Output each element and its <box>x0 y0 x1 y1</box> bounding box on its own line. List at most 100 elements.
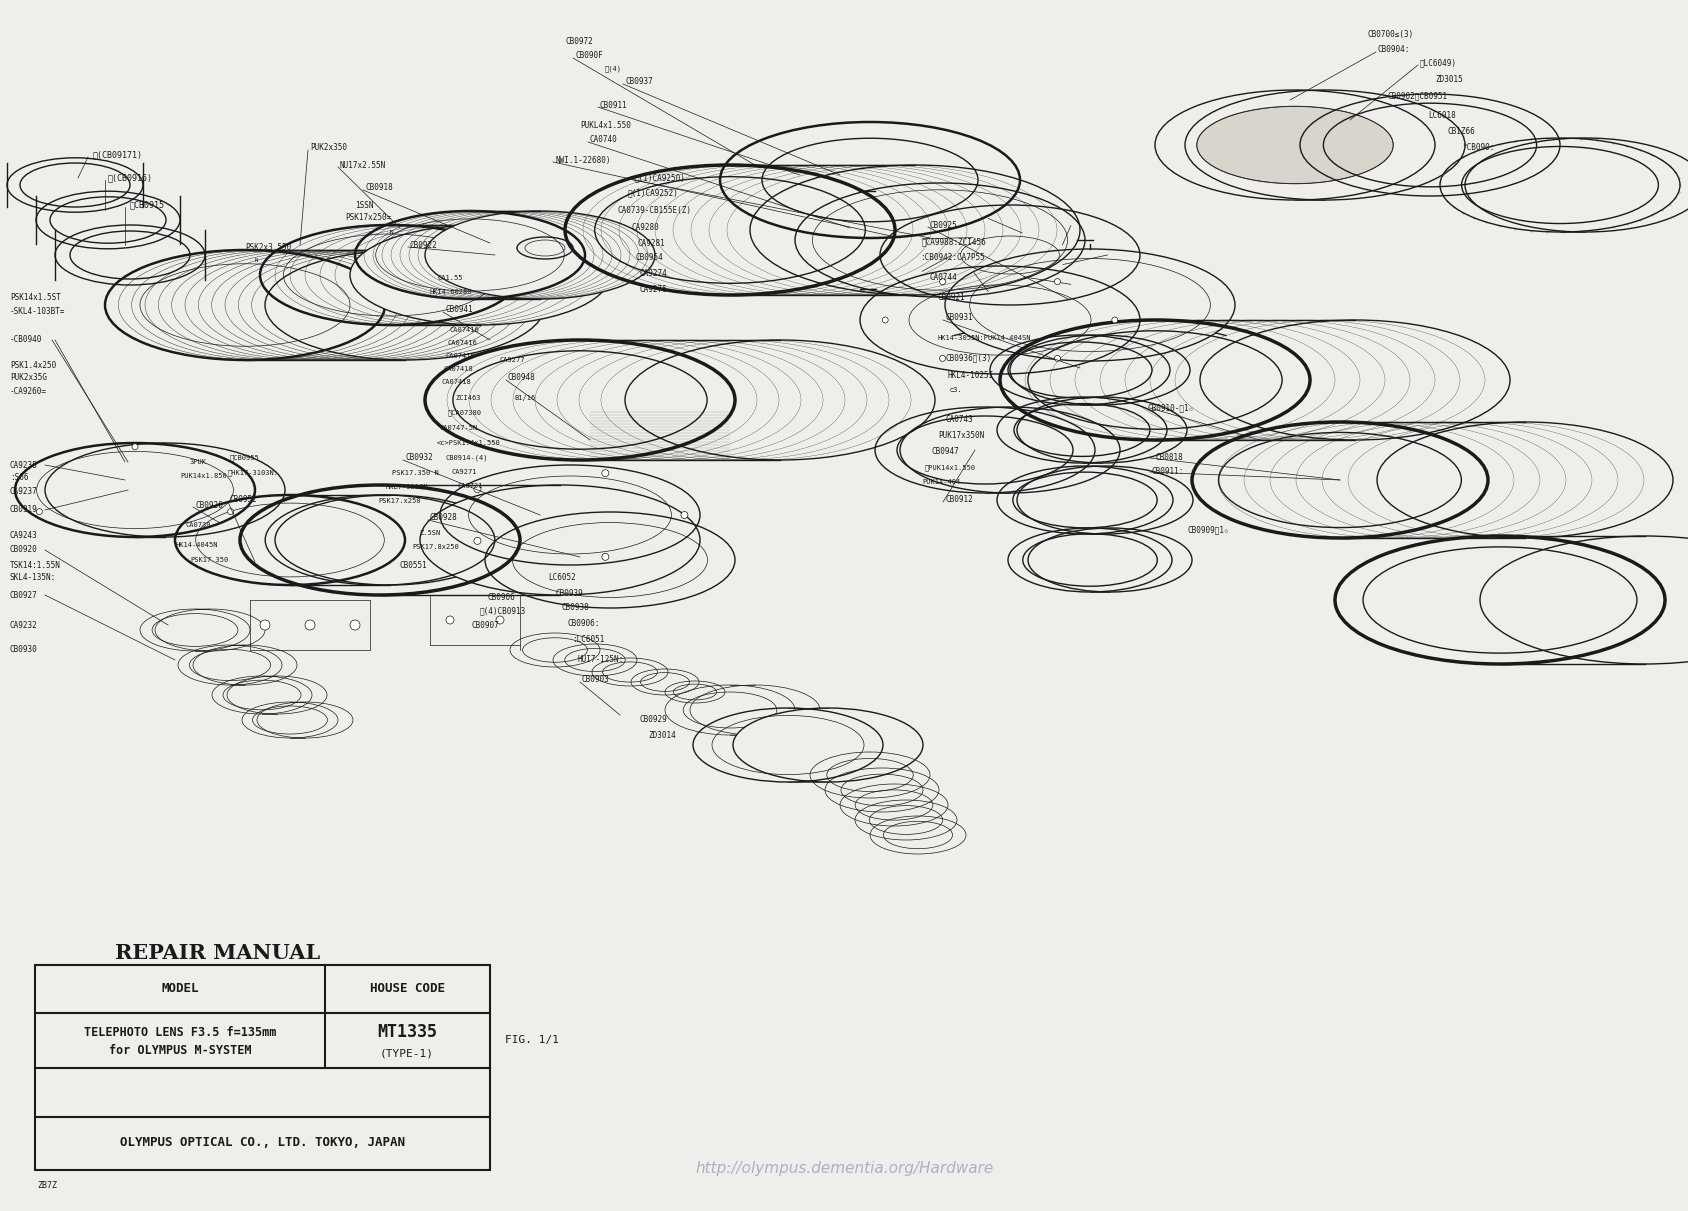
Text: HK14-3055N:PUK14-404SN: HK14-3055N:PUK14-404SN <box>939 335 1031 342</box>
Text: CA9276: CA9276 <box>640 286 668 294</box>
Text: ⊂3.: ⊂3. <box>950 388 962 394</box>
Text: ③CB0915: ③CB0915 <box>130 201 165 210</box>
Text: NWI.1-22680): NWI.1-22680) <box>555 155 611 165</box>
Text: ③(CB0916): ③(CB0916) <box>108 173 154 183</box>
Circle shape <box>496 616 505 624</box>
Text: ①CA07380: ①CA07380 <box>447 409 483 417</box>
Text: CB0948: CB0948 <box>508 373 535 383</box>
Text: -SKL4-103BT=: -SKL4-103BT= <box>10 308 66 316</box>
Text: LC6052: LC6052 <box>549 574 576 582</box>
Ellipse shape <box>425 211 655 299</box>
Text: 3PUK: 3PUK <box>191 459 208 465</box>
Text: PSK2x3.550: PSK2x3.550 <box>245 243 292 253</box>
Text: CB0938: CB0938 <box>562 603 589 613</box>
Text: CA9232: CA9232 <box>10 620 37 630</box>
Text: CB0907: CB0907 <box>473 620 500 630</box>
Text: PUK17x350N: PUK17x350N <box>939 431 984 441</box>
Text: HOUSE CODE: HOUSE CODE <box>370 982 444 995</box>
Text: CA9274: CA9274 <box>640 269 668 277</box>
Text: CA07416: CA07416 <box>451 327 479 333</box>
Circle shape <box>349 620 360 630</box>
Circle shape <box>940 355 945 361</box>
Text: for OLYMPUS M-SYSTEM: for OLYMPUS M-SYSTEM <box>108 1045 252 1057</box>
Text: CB0700≤(3): CB0700≤(3) <box>1367 30 1415 40</box>
Ellipse shape <box>1377 421 1673 538</box>
Text: -CA9260=: -CA9260= <box>10 386 47 396</box>
Text: SKL4-135N:: SKL4-135N: <box>10 574 56 582</box>
Text: *CB090:: *CB090: <box>1462 143 1494 153</box>
Text: TELEPHOTO LENS F3.5 f=135mm: TELEPHOTO LENS F3.5 f=135mm <box>84 1026 277 1039</box>
Text: ZD3014: ZD3014 <box>648 730 675 740</box>
Text: CA0730: CA0730 <box>186 522 211 528</box>
Text: MT1335: MT1335 <box>376 1023 437 1041</box>
Text: PSK17.x250: PSK17.x250 <box>378 498 420 504</box>
Text: PSK17.350: PSK17.350 <box>191 557 228 563</box>
Circle shape <box>306 620 316 630</box>
Text: (TYPE-1): (TYPE-1) <box>380 1048 434 1058</box>
Text: :LC6051: :LC6051 <box>572 636 604 644</box>
Text: CB0902⑤CB0951: CB0902⑤CB0951 <box>1388 92 1448 101</box>
Text: :S66: :S66 <box>10 474 29 482</box>
Text: CB0911: CB0911 <box>599 101 628 109</box>
Text: CA07416: CA07416 <box>447 340 478 346</box>
Circle shape <box>940 279 945 285</box>
Ellipse shape <box>349 225 609 325</box>
Text: PUKL4x1.550: PUKL4x1.550 <box>581 121 631 130</box>
Text: CB0925: CB0925 <box>930 220 957 230</box>
Text: CB0954: CB0954 <box>635 253 663 263</box>
Text: CA0744: CA0744 <box>930 274 957 282</box>
Ellipse shape <box>1200 320 1511 440</box>
Text: CA9281: CA9281 <box>636 239 665 247</box>
Ellipse shape <box>1197 107 1393 184</box>
Ellipse shape <box>1480 536 1688 664</box>
Text: ZB7Z: ZB7Z <box>37 1181 57 1190</box>
Text: CB0903: CB0903 <box>582 676 609 684</box>
Text: CA9243: CA9243 <box>10 530 37 539</box>
Text: ⑤(4): ⑤(4) <box>604 65 621 73</box>
Text: CA0740: CA0740 <box>591 136 618 144</box>
Text: PUK2x350: PUK2x350 <box>311 143 348 153</box>
Text: CB0931: CB0931 <box>945 314 972 322</box>
Circle shape <box>603 553 609 561</box>
Text: ZCI463: ZCI463 <box>456 395 481 401</box>
Text: CA07418: CA07418 <box>442 379 471 385</box>
Ellipse shape <box>265 249 545 360</box>
Text: CB0909✨1✩: CB0909✨1✩ <box>1188 526 1229 534</box>
Text: CB0920: CB0920 <box>10 545 37 555</box>
Circle shape <box>474 486 481 493</box>
Text: CA07416: CA07416 <box>446 352 476 358</box>
Text: CB0952: CB0952 <box>230 495 258 505</box>
Text: HKL7-335SN:: HKL7-335SN: <box>385 484 432 490</box>
Text: -CB0940: -CB0940 <box>10 335 42 344</box>
Text: CB0922: CB0922 <box>410 241 437 249</box>
Text: CB0906:: CB0906: <box>567 619 599 627</box>
Text: ④(CB09171): ④(CB09171) <box>93 150 143 160</box>
Text: PSK17x250=: PSK17x250= <box>344 213 392 223</box>
Text: NU17x2.55N: NU17x2.55N <box>339 161 387 170</box>
Text: PSK14x1.5ST: PSK14x1.5ST <box>10 293 61 303</box>
Text: ⑤(4)CB0913: ⑤(4)CB0913 <box>479 607 527 615</box>
Text: MODEL: MODEL <box>162 982 199 995</box>
Circle shape <box>132 443 138 449</box>
Ellipse shape <box>625 340 935 460</box>
Circle shape <box>228 509 233 515</box>
Text: http://olympus.dementia.org/Hardware: http://olympus.dementia.org/Hardware <box>695 1160 994 1176</box>
Text: CB0972: CB0972 <box>565 38 592 46</box>
Circle shape <box>883 317 888 323</box>
Text: CA0747-5N: CA0747-5N <box>441 425 478 431</box>
Bar <box>35 965 490 1170</box>
Text: PSK1.4x250: PSK1.4x250 <box>10 361 56 369</box>
Circle shape <box>603 470 609 477</box>
Ellipse shape <box>46 443 285 536</box>
Circle shape <box>1055 355 1060 361</box>
Text: ⑤LC6049): ⑤LC6049) <box>1420 58 1457 68</box>
Text: ②(1)CA9250): ②(1)CA9250) <box>635 173 685 183</box>
Text: CB0919: CB0919 <box>10 505 37 515</box>
Text: HK14-4045N: HK14-4045N <box>176 543 218 549</box>
Text: PUK14-404: PUK14-404 <box>922 480 960 484</box>
Circle shape <box>1055 279 1060 285</box>
Text: PUK14x1.850: PUK14x1.850 <box>181 474 226 480</box>
Text: CB0818: CB0818 <box>1155 453 1183 463</box>
Text: CB0912: CB0912 <box>945 495 972 505</box>
Text: CB0926: CB0926 <box>196 500 223 510</box>
